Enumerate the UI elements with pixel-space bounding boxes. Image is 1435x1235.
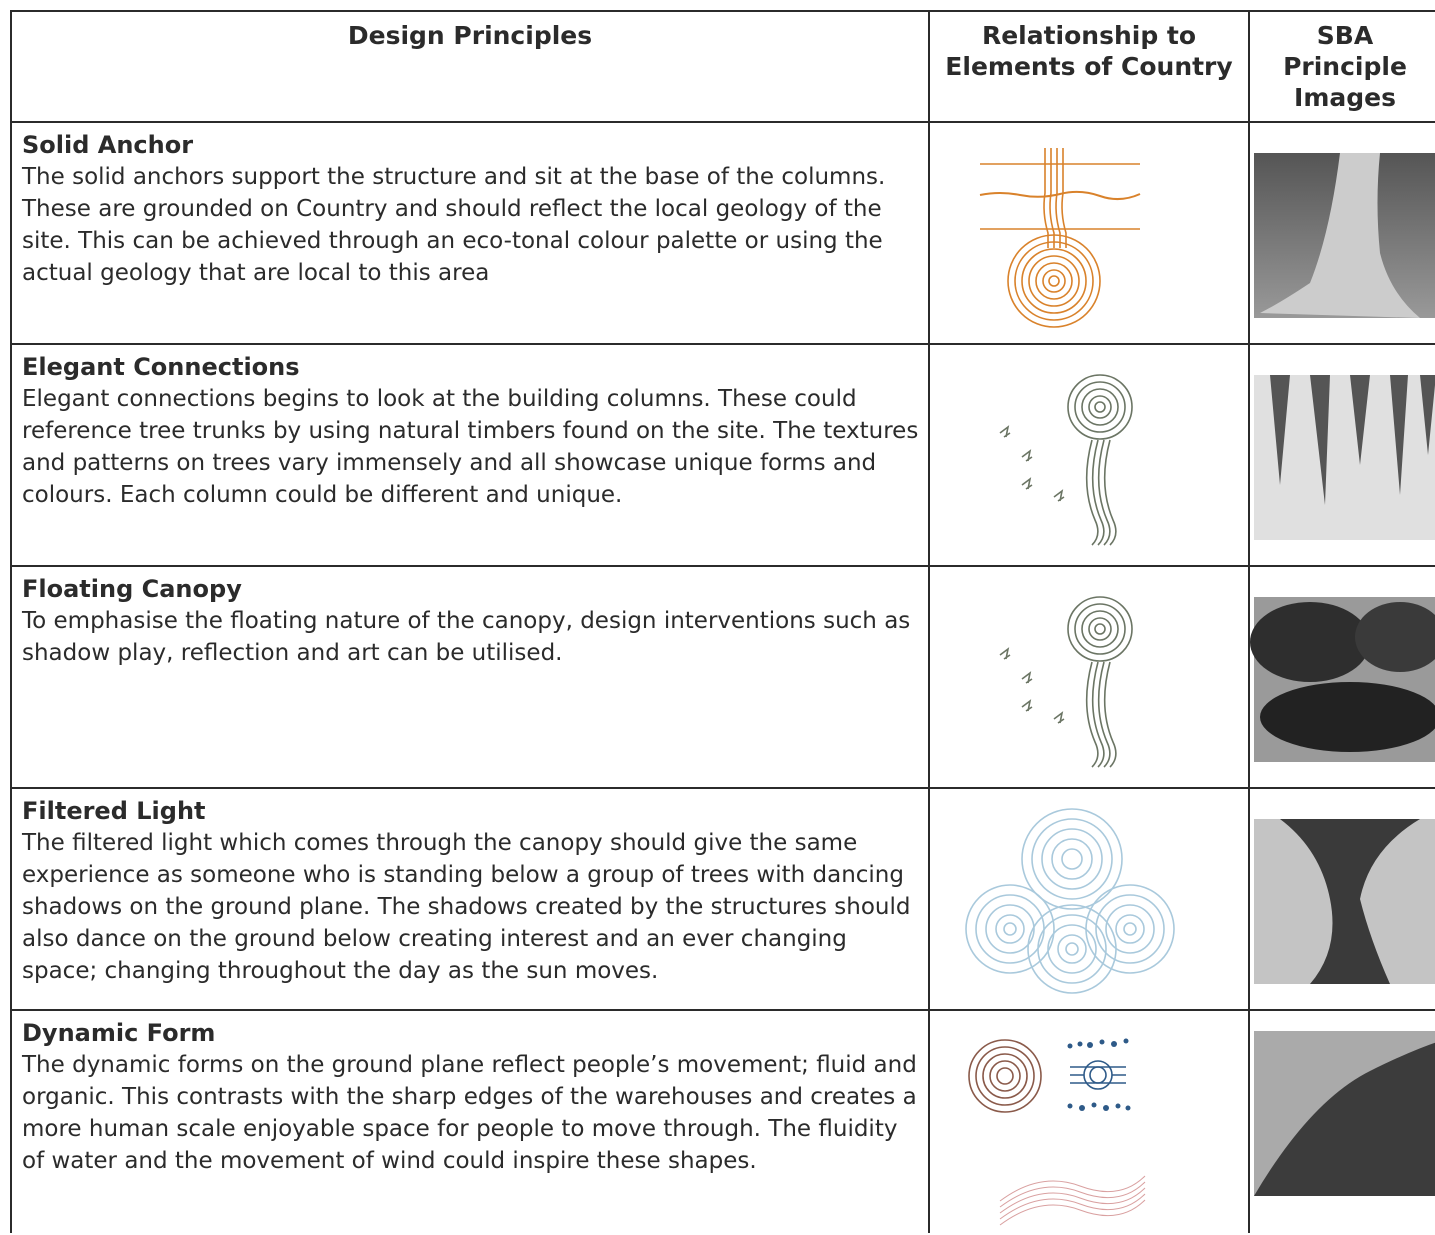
text-cell: Floating Canopy To emphasise the floating… [10, 565, 930, 789]
row: Solid Anchor The solid anchors support th… [10, 121, 1435, 345]
symbol [979, 148, 1141, 328]
symbol-cell [928, 565, 1250, 789]
row-description: To emphasise the floating nature of the … [22, 608, 911, 666]
text-cell: Elegant Connections Elegant connections b… [10, 343, 930, 567]
row: Filtered Light The filtered light which c… [10, 787, 1435, 1011]
photo [1254, 1031, 1435, 1196]
row-title: Filtered Light [22, 797, 206, 825]
symbol [999, 374, 1133, 546]
header-cell: SBA Principle Images [1248, 10, 1435, 123]
row: Dynamic Form The dynamic forms on the gro… [10, 1009, 1435, 1233]
header-cell: Design Principles [10, 10, 930, 123]
image-cell [1248, 1009, 1435, 1233]
principles-table: Design Principles Relationship to Elemen… [10, 10, 1435, 1233]
symbol-cell [928, 787, 1250, 1011]
image-cell [1248, 787, 1435, 1011]
row-description: The dynamic forms on the ground plane re… [22, 1052, 917, 1174]
image-cell [1248, 565, 1435, 789]
row-title: Solid Anchor [22, 131, 194, 159]
text-cell: Dynamic Form The dynamic forms on the gro… [10, 1009, 930, 1233]
row-description: The solid anchors support the structure … [22, 164, 886, 286]
row-description: Elegant connections begins to look at th… [22, 386, 919, 508]
photo [1254, 375, 1435, 540]
row-description: The filtered light which comes through t… [22, 830, 911, 984]
text-cell: Solid Anchor The solid anchors support th… [10, 121, 930, 345]
photo [1250, 597, 1435, 762]
symbol [999, 596, 1133, 768]
image-cell [1248, 343, 1435, 567]
symbol-cell [928, 1009, 1250, 1233]
row-title: Floating Canopy [22, 575, 242, 603]
row: Floating Canopy To emphasise the floating… [10, 565, 1435, 789]
row-title: Elegant Connections [22, 353, 300, 381]
row: Elegant Connections Elegant connections b… [10, 343, 1435, 567]
symbol-cell [928, 343, 1250, 567]
photo [1254, 153, 1435, 318]
header-cell: Relationship to Elements of Country [928, 10, 1250, 123]
image-cell [1248, 121, 1435, 345]
symbol [968, 1038, 1146, 1226]
symbol [965, 808, 1175, 994]
header-row: Design Principles Relationship to Elemen… [10, 10, 1435, 123]
symbol-cell [928, 121, 1250, 345]
photo [1254, 819, 1435, 984]
row-title: Dynamic Form [22, 1019, 216, 1047]
text-cell: Filtered Light The filtered light which c… [10, 787, 930, 1011]
